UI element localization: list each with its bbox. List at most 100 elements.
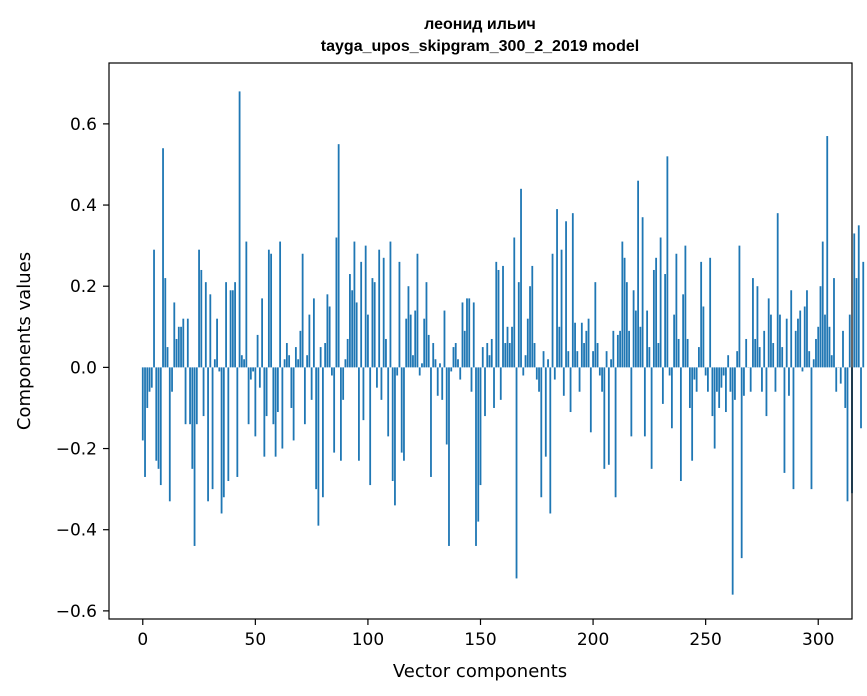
bar [535, 367, 538, 380]
bar [673, 314, 676, 368]
bar [461, 302, 464, 368]
bar [315, 367, 318, 490]
bar [400, 367, 403, 453]
bar [389, 241, 392, 368]
bar [801, 367, 804, 372]
plot-frame [108, 62, 853, 620]
bar [826, 136, 829, 368]
bar [394, 367, 396, 506]
bar [792, 367, 795, 490]
y-axis-label: Components values [14, 252, 35, 430]
bar [668, 367, 671, 376]
bar [565, 221, 567, 368]
bar [652, 269, 655, 368]
bar [576, 351, 579, 368]
bar [330, 367, 333, 376]
bar [249, 367, 252, 380]
bar [267, 249, 270, 368]
bar [862, 261, 865, 368]
bar [833, 278, 835, 368]
bar [225, 282, 227, 368]
bar [204, 282, 207, 368]
y-tick-label: −0.6 [56, 602, 97, 622]
bar [648, 347, 651, 368]
bar [691, 367, 694, 461]
bar [380, 367, 383, 400]
bar [173, 302, 176, 368]
bar [184, 367, 187, 425]
bar [738, 245, 741, 368]
bar [162, 148, 164, 368]
bar [312, 298, 315, 368]
bar [765, 367, 768, 417]
bar [619, 330, 621, 368]
bar [551, 253, 554, 368]
bar [416, 253, 419, 368]
bar [713, 367, 716, 449]
bar [423, 318, 426, 368]
bar [209, 294, 212, 368]
bar [779, 314, 781, 368]
bar [704, 367, 707, 376]
bar [853, 233, 856, 368]
bar [292, 367, 295, 441]
bar-series [141, 91, 865, 595]
bar [846, 367, 849, 502]
bar [693, 367, 696, 380]
bar [369, 367, 372, 486]
bar [819, 286, 822, 368]
bar [171, 367, 173, 392]
bar [182, 318, 185, 368]
bar [740, 367, 743, 559]
bar [294, 347, 297, 368]
y-tick-label: 0.0 [70, 358, 97, 378]
bar [754, 338, 757, 368]
y-tick-label: 0.2 [70, 277, 97, 297]
bar [745, 338, 748, 368]
bar [382, 257, 385, 368]
bar [702, 306, 705, 368]
bar [337, 144, 340, 368]
bar [243, 359, 245, 368]
bar [258, 367, 261, 388]
bar [477, 367, 480, 522]
bar [700, 261, 703, 368]
bar [506, 326, 509, 368]
bar [524, 355, 527, 368]
bar [454, 343, 457, 368]
bar [670, 367, 673, 429]
bar [319, 347, 322, 368]
bar [540, 367, 543, 498]
bar [855, 278, 858, 368]
bar [495, 261, 498, 368]
bar [614, 367, 617, 498]
bar [484, 367, 486, 417]
x-axis-ticks: 0 50 100 150 200 250 300 [137, 619, 834, 650]
bar [475, 367, 477, 546]
bar [360, 261, 363, 368]
bar [650, 367, 653, 469]
bar [236, 367, 239, 477]
bar [256, 334, 259, 368]
bar [596, 343, 599, 368]
bar [722, 367, 725, 376]
bar [515, 367, 518, 579]
bar [767, 298, 770, 368]
bar [729, 367, 732, 392]
bar [364, 245, 367, 368]
bar [574, 322, 576, 368]
bar [412, 355, 414, 368]
bar [761, 367, 763, 392]
bar [499, 367, 502, 400]
bar [288, 355, 291, 368]
bar [643, 367, 646, 437]
bar [398, 261, 401, 368]
bar [468, 298, 471, 368]
x-tick-label: 250 [689, 630, 721, 650]
bar [432, 343, 435, 368]
bar [695, 367, 698, 392]
bar [547, 359, 549, 368]
bar [430, 367, 432, 477]
bar [497, 269, 500, 368]
bar [848, 314, 851, 368]
